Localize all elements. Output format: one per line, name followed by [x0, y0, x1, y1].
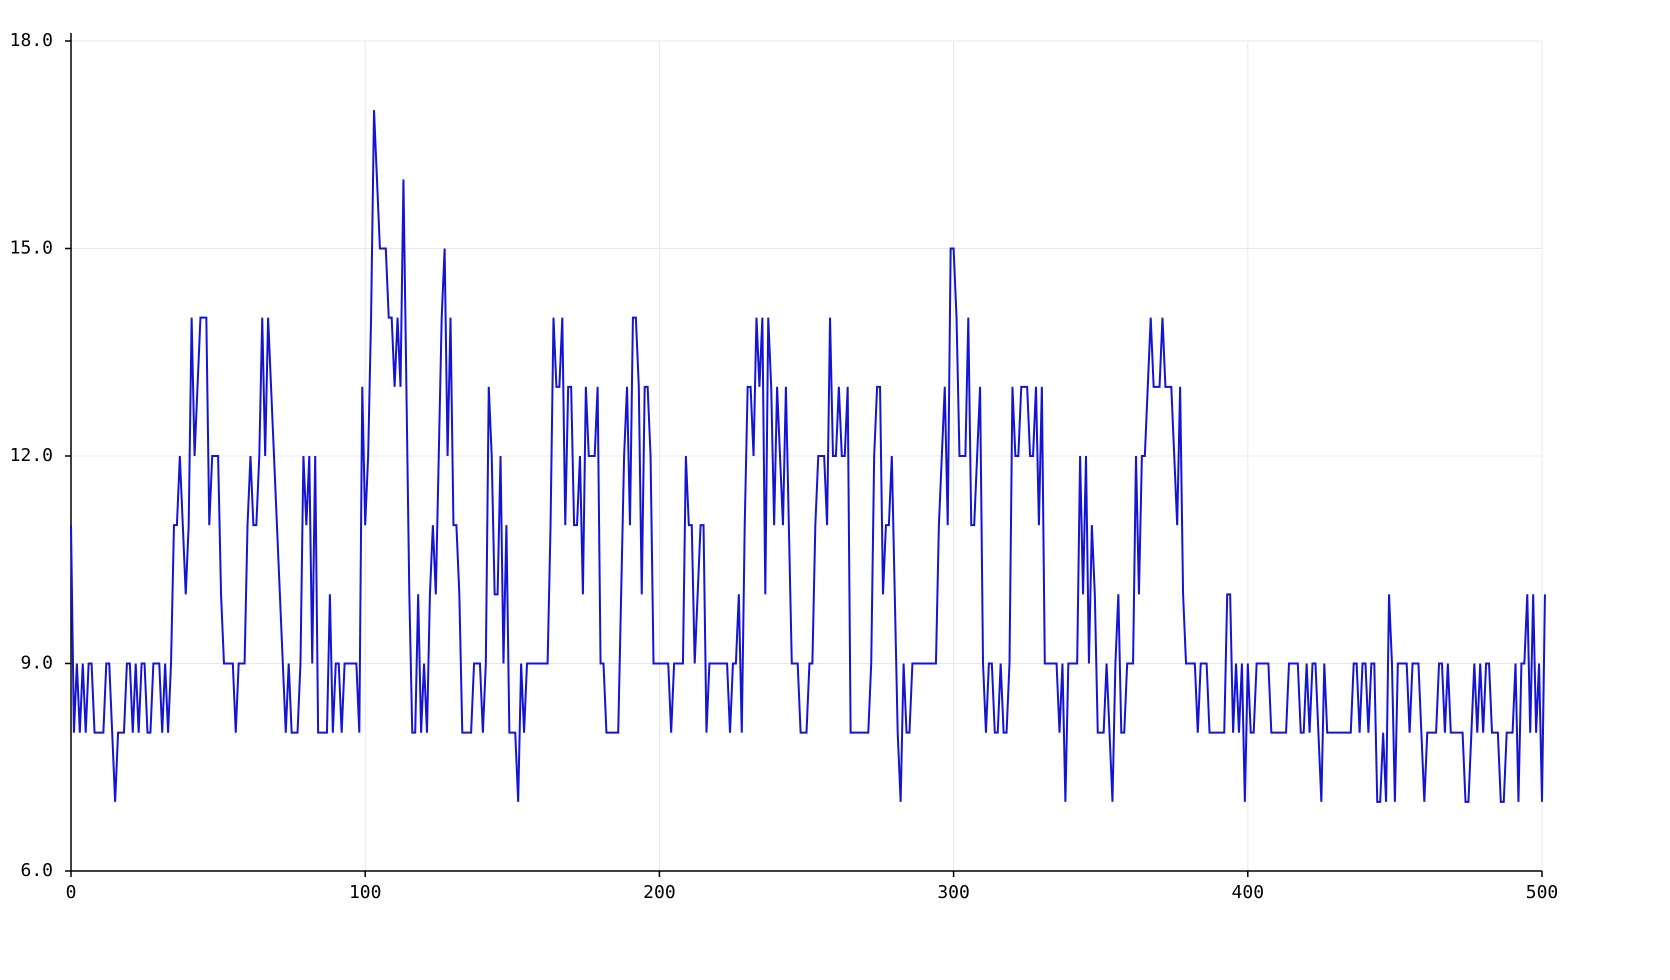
- data-line: [70, 110, 1546, 803]
- y-tick-label: 12.0: [10, 445, 53, 466]
- y-tick-label: 18.0: [10, 30, 53, 51]
- y-tick-label: 6.0: [20, 860, 53, 881]
- y-tick-label: 9.0: [20, 653, 53, 674]
- x-tick-label: 100: [349, 882, 382, 903]
- x-tick-label: 300: [937, 882, 970, 903]
- x-tick-label: 400: [1232, 882, 1265, 903]
- x-tick-label: 500: [1526, 882, 1559, 903]
- y-tick-label: 15.0: [10, 238, 53, 259]
- x-tick-label: 0: [66, 882, 77, 903]
- x-tick-label: 200: [643, 882, 676, 903]
